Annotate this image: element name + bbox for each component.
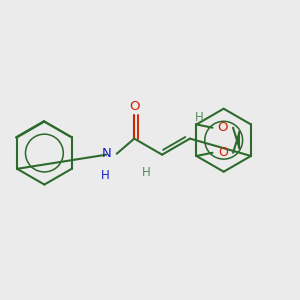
Text: O: O bbox=[218, 121, 228, 134]
Text: N: N bbox=[101, 147, 111, 160]
Text: O: O bbox=[129, 100, 140, 113]
Text: H: H bbox=[195, 111, 204, 124]
Text: O: O bbox=[218, 146, 228, 159]
Text: H: H bbox=[142, 166, 150, 179]
Text: H: H bbox=[101, 169, 110, 182]
